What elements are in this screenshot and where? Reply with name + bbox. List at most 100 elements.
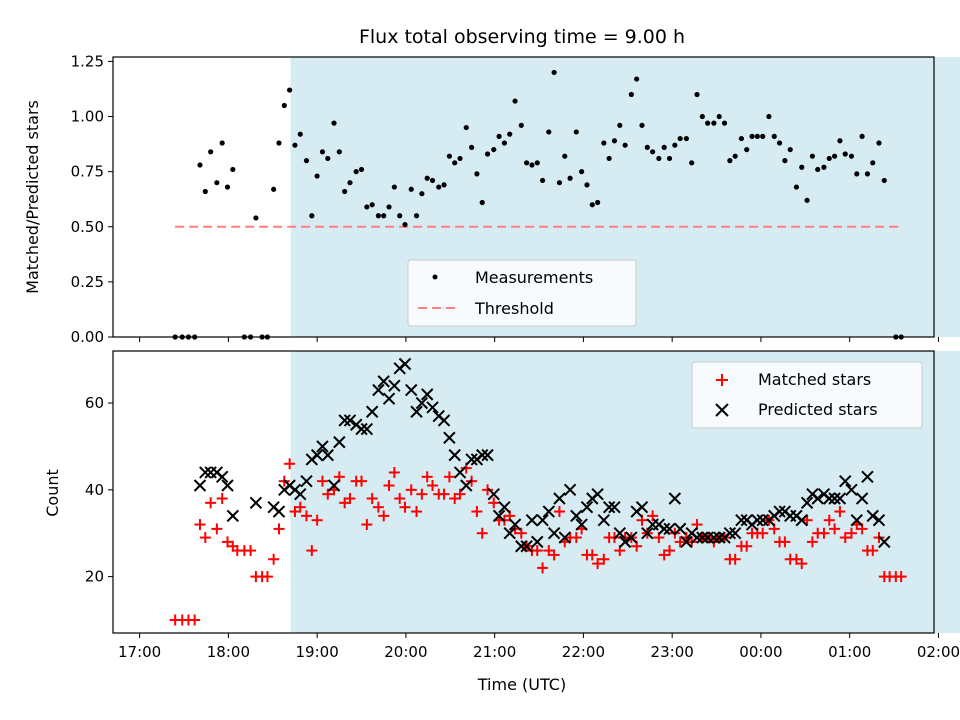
measurement-point xyxy=(529,162,535,168)
measurement-point xyxy=(672,142,678,148)
measurement-point xyxy=(219,140,225,146)
matched-star-point xyxy=(839,532,851,544)
matched-star-point xyxy=(531,545,543,557)
predicted-star-point xyxy=(855,492,869,505)
measurement-point xyxy=(573,129,579,135)
measurement-point xyxy=(446,153,452,159)
measurement-point xyxy=(381,213,387,219)
matched-star-point xyxy=(361,519,373,531)
matched-star-point xyxy=(548,549,560,561)
predicted-star-point xyxy=(204,466,217,479)
measurement-point xyxy=(744,146,750,153)
predicted-star-point xyxy=(453,466,467,479)
measurement-point xyxy=(436,184,442,190)
matched-star-point xyxy=(476,527,488,539)
measurement-point xyxy=(727,158,733,164)
measurement-point xyxy=(413,213,420,219)
matched-star-point xyxy=(741,540,753,552)
measurement-point xyxy=(364,204,370,210)
measurement-point xyxy=(512,98,518,104)
matched-star-point xyxy=(443,471,455,483)
measurement-point xyxy=(309,213,315,219)
predicted-star-point xyxy=(713,531,726,544)
measurement-point xyxy=(546,129,552,135)
predicted-star-point xyxy=(294,487,307,501)
predicted-star-point xyxy=(388,379,401,392)
measurement-point xyxy=(347,180,353,186)
predicted-star-point xyxy=(641,527,654,540)
measurement-point xyxy=(391,184,397,190)
measurement-point xyxy=(589,202,595,208)
measurement-point xyxy=(876,140,882,146)
measurement-point xyxy=(419,191,425,197)
ratio-y-axis-label: Matched/Predicted stars xyxy=(23,100,42,294)
predicted-star-point xyxy=(536,513,549,527)
matched-star-point xyxy=(895,571,907,583)
ratio-panel: 0.00 0.25 0.50 0.75 1.00 1.25 Matched/Predict… xyxy=(23,52,960,346)
measurement-point xyxy=(721,120,728,126)
measurement-point xyxy=(518,122,524,128)
predicted-star-point xyxy=(591,487,604,501)
predicted-star-point xyxy=(405,383,418,397)
predicted-star-point xyxy=(476,448,489,462)
x-tick-label: 02:00 xyxy=(917,643,960,661)
predicted-star-point xyxy=(542,505,556,518)
x-tick-label: 17:00 xyxy=(118,643,161,661)
predicted-star-point xyxy=(531,535,544,549)
matched-star-point xyxy=(674,536,686,548)
measurement-point xyxy=(859,133,865,139)
predicted-star-point xyxy=(360,422,374,436)
count-x-ticks: 17:00 18:00 19:00 20:00 21:00 22:00 23:00 00:00… xyxy=(118,633,960,661)
matched-stars-points xyxy=(169,458,907,626)
measurement-point xyxy=(556,180,563,186)
matched-star-point xyxy=(378,510,390,522)
predicted-star-point xyxy=(735,513,748,527)
matched-star-point xyxy=(779,536,791,548)
x-tick-label: 18:00 xyxy=(207,643,250,661)
measurement-point xyxy=(826,155,832,162)
measurement-point xyxy=(292,142,298,148)
measurement-point xyxy=(479,199,485,206)
measurement-point xyxy=(699,113,705,120)
measurement-point xyxy=(656,155,662,162)
measurement-point xyxy=(358,166,365,173)
ratio-panel-frame xyxy=(112,56,935,338)
predicted-star-point xyxy=(355,422,368,436)
predicted-star-point xyxy=(372,383,385,397)
predicted-star-point xyxy=(878,535,891,549)
ratio-y-tick-label: 0.50 xyxy=(71,218,104,236)
predicted-star-point xyxy=(420,388,434,401)
measurement-point xyxy=(622,142,628,148)
legend-matched-marker xyxy=(716,374,728,386)
matched-star-point xyxy=(405,484,417,496)
predicted-star-point xyxy=(673,522,687,536)
measurement-point xyxy=(208,149,214,155)
measurement-point xyxy=(821,164,827,170)
predicted-star-point xyxy=(773,505,786,518)
matched-star-point xyxy=(421,471,433,483)
count-panel: 20 40 60 17:00 18:00 19:00 20:00 21:00 22:00 23:… xyxy=(43,350,960,694)
x-tick-label: 21:00 xyxy=(473,643,516,661)
x-axis-label: Time (UTC) xyxy=(477,675,566,694)
measurement-point xyxy=(567,175,573,181)
matched-star-point xyxy=(845,527,857,539)
ratio-y-tick-label: 0.75 xyxy=(71,163,104,181)
ratio-y-tick-label: 1.25 xyxy=(71,52,104,70)
x-tick-label: 22:00 xyxy=(562,643,605,661)
predicted-star-point xyxy=(866,509,879,523)
matched-star-point xyxy=(300,510,312,522)
matched-star-point xyxy=(482,484,494,496)
predicted-star-point xyxy=(221,479,234,492)
predicted-star-point xyxy=(872,513,886,527)
measurement-point xyxy=(666,155,673,162)
matched-star-point xyxy=(322,488,334,500)
predicted-star-point xyxy=(193,479,207,492)
measurement-point xyxy=(375,213,381,219)
matched-star-point xyxy=(488,497,500,509)
predicted-star-point xyxy=(823,492,836,505)
predicted-star-point xyxy=(635,500,649,514)
predicted-star-point xyxy=(563,483,577,497)
measurement-point xyxy=(424,175,430,181)
measurement-point xyxy=(689,160,695,166)
predicted-star-point xyxy=(525,513,539,527)
